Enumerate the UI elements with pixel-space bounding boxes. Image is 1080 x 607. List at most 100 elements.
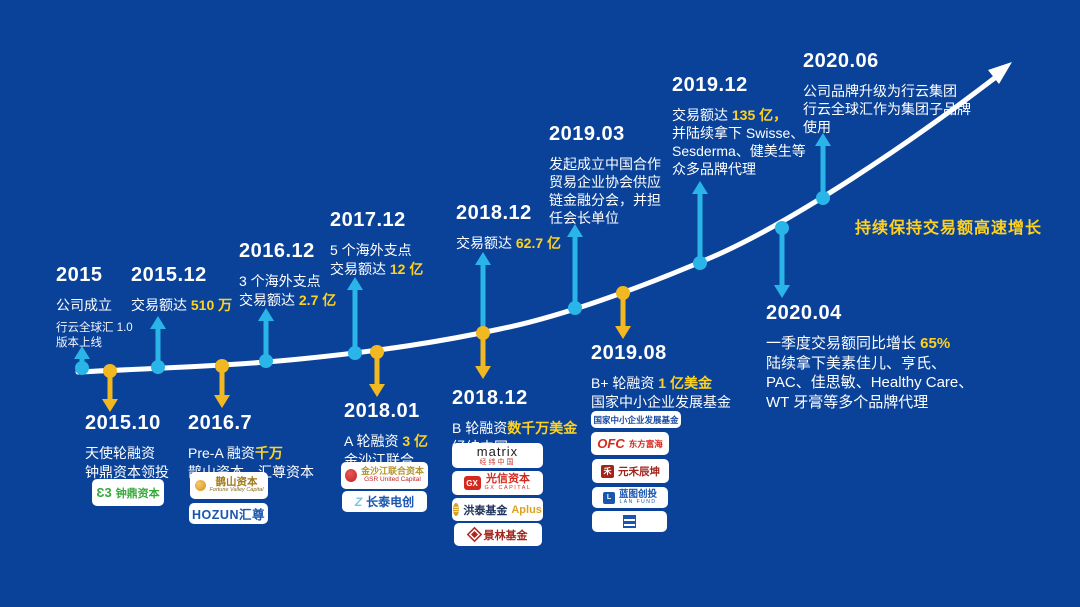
logo-yuanhe-chenkun: 禾 元禾辰坤 — [592, 459, 669, 483]
milestone-date: 2017.12 — [330, 209, 406, 231]
dot-2020-06 — [816, 191, 830, 205]
milestone-2015-12: 2015.12 交易额达 510 万 — [131, 264, 232, 315]
milestone-line: 任会长单位 — [549, 210, 619, 226]
dot-2018-01 — [370, 345, 384, 359]
growth-curve-arrowhead — [988, 62, 1012, 84]
milestone-line: 一季度交易额同比增长 65% — [766, 335, 951, 352]
dot-2019-12 — [693, 256, 707, 270]
milestone-date: 2019.03 — [549, 123, 625, 145]
milestone-line: 交易额达 12 亿 — [330, 261, 424, 277]
milestone-line: 交易额达 135 亿， — [672, 107, 788, 123]
down-arrow-2020-04 — [774, 232, 790, 298]
milestone-line: Pre-A 融资千万 — [188, 445, 283, 461]
logo-gx-capital: GX 光信资本 GX CAPITAL — [452, 471, 543, 495]
jinglin-seal-icon — [466, 526, 482, 543]
milestone-line: 使用 — [803, 119, 831, 135]
milestone-date: 2019.12 — [672, 74, 748, 96]
logo-label: 蓝图创投 — [618, 488, 657, 500]
gx-icon: GX — [463, 476, 481, 490]
down-arrow-2015-10 — [102, 375, 118, 412]
logo-sublabel: LAN FUND — [619, 498, 657, 505]
milestone-2020-06: 2020.06 公司品牌升级为行云集团 行云全球汇作为集团子品牌 使用 — [803, 50, 971, 136]
logo-changtai: Z 长泰电创 — [342, 491, 427, 512]
logo-ofc-oriental-fortune: OFC 东方富海 — [591, 432, 669, 455]
slogan-text: 持续保持交易额高速增长 — [855, 220, 1043, 237]
logo-lan-fund: L 蓝图创投 LAN FUND — [592, 487, 668, 508]
milestone-date: 2015.10 — [85, 412, 161, 434]
dot-2019-08 — [616, 286, 630, 300]
milestone-line: 国家中小企业发展基金 — [591, 394, 731, 410]
logo-label: 光信资本 — [486, 473, 530, 486]
dot-2017-12 — [348, 346, 362, 360]
milestone-date: 2016.12 — [239, 240, 315, 262]
logo-label: 东方富海 — [628, 438, 663, 449]
up-arrow-2019-12 — [692, 181, 708, 259]
logo-sublabel: 经纬中国 — [479, 458, 516, 466]
down-arrow-2019-08 — [615, 297, 631, 339]
logo-gsr-united-capital: 金沙江联合资本 GSR United Capital — [341, 462, 428, 489]
milestone-line: 天使轮融资 — [85, 445, 155, 461]
logo-sublabel: GSR United Capital — [364, 475, 421, 483]
logo-label: 国家中小企业发展基金 — [593, 414, 679, 425]
milestone-2015: 2015 公司成立 行云全球汇 1.0 版本上线 — [56, 264, 133, 351]
milestone-line: 3 个海外支点 — [239, 273, 321, 289]
milestone-date: 2018.12 — [456, 202, 532, 224]
logo-label: 钟鼎资本 — [115, 487, 160, 500]
logo-label: HOZUN汇尊 — [192, 508, 265, 522]
zhongding-icon: Ɛ3 — [96, 485, 112, 500]
milestone-line: 公司成立 — [56, 297, 112, 313]
milestone-line: PAC、佳思敏、Healthy Care、 — [766, 374, 974, 391]
yuanhe-icon: 禾 — [601, 464, 614, 478]
down-arrow-2018-12 — [475, 337, 491, 379]
logo-queshan-capital: 鹊山资本 Fortune Valley Capital — [190, 472, 268, 499]
milestone-line: 钟鼎资本领投 — [85, 464, 169, 480]
up-arrow-2016-12 — [258, 308, 274, 357]
dot-2015-12 — [151, 360, 165, 374]
milestone-note: 版本上线 — [56, 337, 102, 349]
milestone-line: 贸易企业协会供应 — [549, 174, 661, 190]
milestone-2019-03: 2019.03 发起成立中国合作 贸易企业协会供应 链金融分会，并担 任会长单位 — [549, 123, 661, 227]
logo-suffix: Aplus — [511, 503, 542, 516]
logo-blue-square — [592, 511, 667, 532]
milestone-line: 链金融分会，并担 — [549, 192, 661, 208]
ofc-icon: OFC — [597, 436, 625, 451]
milestone-line: 交易额达 2.7 亿 — [239, 292, 337, 308]
milestone-line: 发起成立中国合作 — [549, 156, 661, 172]
milestone-date: 2015.12 — [131, 264, 207, 286]
milestone-line: Sesderma、健美生等 — [672, 143, 806, 159]
milestone-2018-12-above: 2018.12 交易额达 62.7 亿 — [456, 202, 561, 253]
milestone-2020-04: 2020.04 一季度交易额同比增长 65% 陆续拿下美素佳儿、亨氏、 PAC、… — [766, 302, 973, 412]
up-arrow-2018-12 — [475, 252, 491, 329]
milestone-date: 2018.12 — [452, 387, 528, 409]
up-arrows — [74, 133, 831, 364]
milestone-line: B 轮融资数千万美金 — [452, 420, 578, 436]
milestone-date: 2020.04 — [766, 302, 842, 324]
milestone-date: 2018.01 — [344, 400, 420, 422]
milestone-note: 行云全球汇 1.0 — [56, 322, 133, 334]
logo-hozun: HOZUN汇尊 — [189, 503, 268, 524]
milestone-line: 众多品牌代理 — [672, 161, 756, 177]
down-arrow-2018-01 — [369, 356, 385, 397]
dot-2018-12 — [476, 326, 490, 340]
logo-label: 元禾辰坤 — [618, 465, 660, 478]
logo-label: 金沙江联合资本 — [360, 466, 424, 477]
milestone-2019-08: 2019.08 B+ 轮融资 1 亿美金 国家中小企业发展基金 — [591, 342, 731, 412]
logo-sublabel: GX CAPITAL — [484, 484, 532, 491]
dot-2019-03 — [568, 301, 582, 315]
milestone-line: 交易额达 62.7 亿 — [456, 235, 562, 251]
down-arrows — [102, 297, 631, 412]
down-arrow-2016-7 — [214, 370, 230, 408]
milestone-line: 陆续拿下美素佳儿、亨氏、 — [766, 354, 947, 372]
milestone-date: 2016.7 — [188, 412, 253, 434]
milestone-2016-12: 2016.12 3 个海外支点 交易额达 2.7 亿 — [239, 240, 336, 310]
queshan-icon — [194, 480, 206, 491]
logo-hongtai-aplus: ☰ 洪泰基金 Aplus — [452, 498, 543, 521]
changtai-icon: Z — [354, 494, 363, 509]
dot-2016-7 — [215, 359, 229, 373]
dot-2020-04 — [775, 221, 789, 235]
logo-national-sme-fund: 国家中小企业发展基金 — [591, 411, 681, 428]
milestone-2019-12: 2019.12 交易额达 135 亿， 并陆续拿下 Swisse、 Sesder… — [672, 74, 806, 178]
milestone-line: B+ 轮融资 1 亿美金 — [591, 375, 712, 391]
